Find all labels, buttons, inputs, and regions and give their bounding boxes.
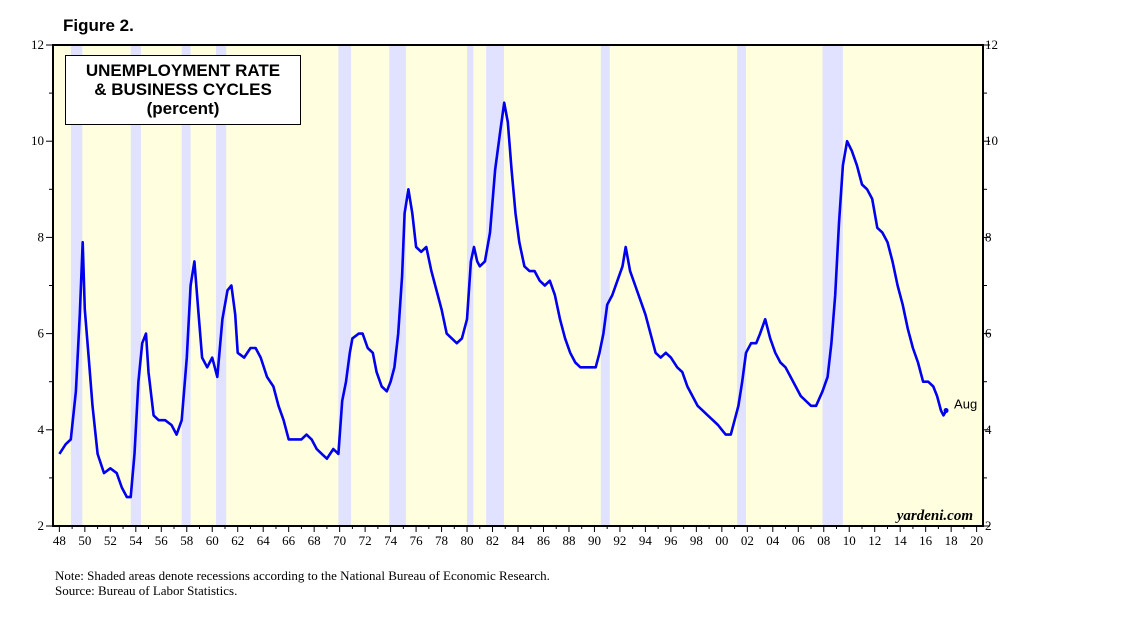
x-tick-label: 90 xyxy=(588,533,601,548)
recession-band xyxy=(130,45,141,526)
x-tick-label: 52 xyxy=(104,533,117,548)
x-tick-label: 14 xyxy=(894,533,908,548)
x-tick-label: 56 xyxy=(155,533,169,548)
x-tick-label: 62 xyxy=(231,533,244,548)
x-tick-label: 70 xyxy=(333,533,346,548)
chart-notes: Note: Shaded areas denote recessions acc… xyxy=(55,568,550,598)
x-tick-label: 66 xyxy=(282,533,296,548)
x-tick-label: 06 xyxy=(792,533,806,548)
y-tick-label-left: 10 xyxy=(31,133,44,148)
x-tick-label: 58 xyxy=(180,533,193,548)
note-source: Source: Bureau of Labor Statistics. xyxy=(55,583,238,598)
y-tick-label-left: 6 xyxy=(38,326,45,341)
x-tick-label: 00 xyxy=(715,533,728,548)
x-tick-label: 92 xyxy=(613,533,626,548)
latest-value-marker xyxy=(943,408,949,414)
x-tick-label: 78 xyxy=(435,533,448,548)
recession-band xyxy=(822,45,843,526)
source-watermark: yardeni.com xyxy=(895,508,973,524)
x-tick-label: 88 xyxy=(562,533,575,548)
chart-title-line-2: & BUSINESS CYCLES xyxy=(94,80,272,99)
y-tick-label-left: 4 xyxy=(38,422,45,437)
y-tick-label-right: 12 xyxy=(985,37,998,52)
x-tick-label: 04 xyxy=(766,533,780,548)
latest-value-label: Aug xyxy=(954,397,977,412)
recession-band xyxy=(70,45,83,526)
recession-band xyxy=(486,45,504,526)
x-tick-label: 94 xyxy=(639,533,653,548)
y-tick-label-left: 8 xyxy=(38,229,45,244)
chart-title-box: UNEMPLOYMENT RATE & BUSINESS CYCLES (per… xyxy=(65,55,301,125)
chart-title-line-1: UNEMPLOYMENT RATE xyxy=(85,61,281,80)
recession-band xyxy=(181,45,191,526)
x-tick-label: 60 xyxy=(206,533,219,548)
x-tick-label: 02 xyxy=(741,533,754,548)
recession-bands xyxy=(70,45,843,526)
y-tick-label-right: 8 xyxy=(985,229,992,244)
recession-band xyxy=(600,45,610,526)
y-tick-label-right: 4 xyxy=(985,422,992,437)
note-recessions: Note: Shaded areas denote recessions acc… xyxy=(55,568,550,583)
x-tick-label: 50 xyxy=(78,533,91,548)
x-tick-label: 48 xyxy=(53,533,66,548)
x-tick-label: 18 xyxy=(945,533,958,548)
recession-band xyxy=(737,45,747,526)
y-tick-label-right: 10 xyxy=(985,133,998,148)
x-tick-label: 82 xyxy=(486,533,499,548)
x-tick-label: 84 xyxy=(512,533,526,548)
x-tick-label: 96 xyxy=(664,533,678,548)
x-tick-label: 76 xyxy=(410,533,424,548)
x-tick-label: 64 xyxy=(257,533,271,548)
y-tick-label-right: 2 xyxy=(985,518,992,533)
recession-band xyxy=(389,45,406,526)
x-tick-label: 54 xyxy=(129,533,143,548)
x-tick-label: 12 xyxy=(868,533,881,548)
x-tick-label: 08 xyxy=(817,533,830,548)
x-tick-label: 10 xyxy=(843,533,856,548)
unemployment-rate-line xyxy=(58,101,948,499)
x-tick-label: 20 xyxy=(970,533,983,548)
x-tick-label: 86 xyxy=(537,533,551,548)
x-tick-label: 80 xyxy=(461,533,474,548)
x-tick-label: 98 xyxy=(690,533,703,548)
chart-title-line-3: (percent) xyxy=(146,99,220,118)
y-tick-label-left: 2 xyxy=(38,518,45,533)
x-tick-label: 72 xyxy=(359,533,372,548)
x-tick-label: 68 xyxy=(308,533,321,548)
x-tick-label: 74 xyxy=(384,533,398,548)
y-tick-label-left: 12 xyxy=(31,37,44,52)
recession-band xyxy=(338,45,352,526)
figure-label: Figure 2. xyxy=(63,16,134,35)
y-tick-label-right: 6 xyxy=(985,326,992,341)
plot-border xyxy=(52,44,984,527)
x-tick-label: 16 xyxy=(919,533,933,548)
recession-band xyxy=(216,45,227,526)
